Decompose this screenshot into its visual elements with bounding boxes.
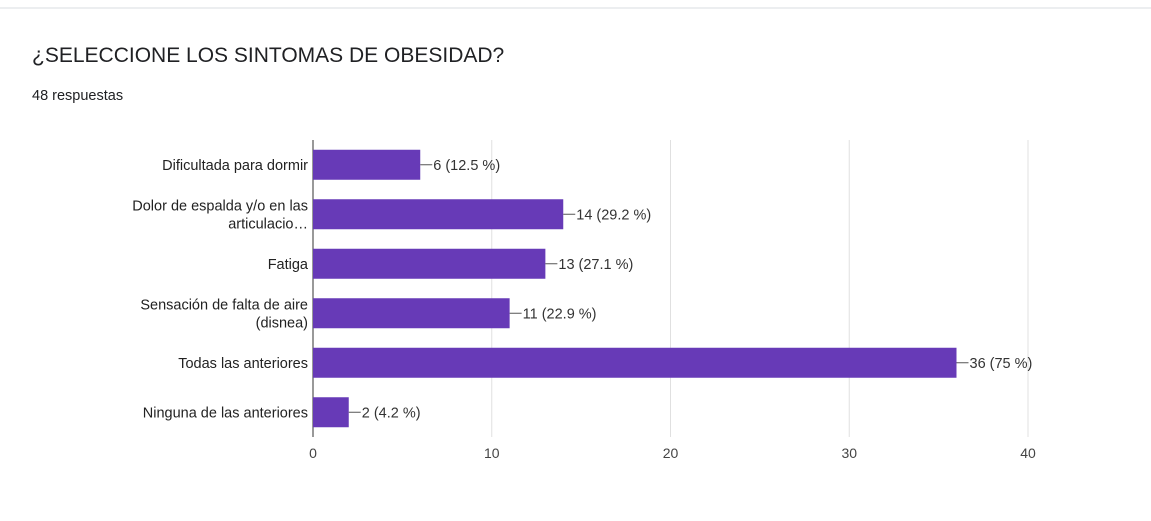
y-tick-label: Dolor de espalda y/o en las articulacio… — [132, 198, 308, 232]
value-label: 13 (27.1 %) — [558, 257, 633, 273]
x-tick-label: 20 — [663, 445, 679, 461]
bar — [313, 347, 957, 378]
x-tick-label: 30 — [841, 445, 857, 461]
y-tick-label: Fatiga — [268, 257, 309, 273]
value-label: 11 (22.9 %) — [523, 306, 597, 322]
value-label: 6 (12.5 %) — [433, 158, 500, 174]
value-label: 2 (4.2 %) — [362, 405, 421, 421]
y-tick-label: Dificultada para dormir — [162, 158, 308, 174]
chart-title: ¿SELECCIONE LOS SINTOMAS DE OBESIDAD? — [32, 44, 504, 67]
x-tick-label: 0 — [309, 445, 317, 461]
chart-subtitle: 48 respuestas — [32, 88, 123, 104]
x-tick-label: 10 — [484, 445, 500, 461]
y-tick-label: Ninguna de las anteriores — [143, 405, 308, 421]
bar — [313, 298, 510, 329]
bar — [313, 397, 349, 428]
y-tick-label: Todas las anteriores — [178, 356, 308, 372]
value-label: 36 (75 %) — [970, 356, 1033, 372]
value-label: 14 (29.2 %) — [576, 207, 651, 223]
bar — [313, 248, 546, 279]
bar — [313, 199, 564, 230]
bar — [313, 149, 421, 180]
x-tick-label: 40 — [1020, 445, 1036, 461]
y-tick-label: Sensación de falta de aire (disnea) — [140, 297, 308, 331]
